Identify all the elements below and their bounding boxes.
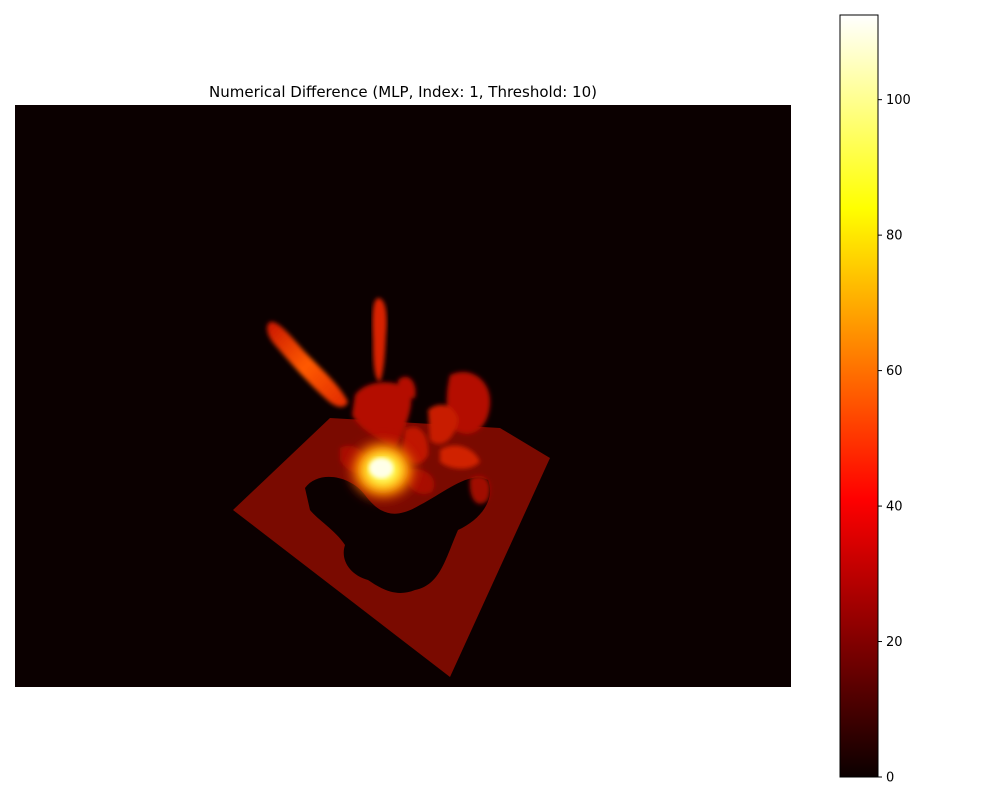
colorbar-gradient bbox=[839, 14, 879, 778]
colorbar-tick-label: 0 bbox=[886, 771, 894, 786]
colorbar: 0 20 40 60 80 100 bbox=[839, 14, 911, 786]
colorbar-tick-label: 20 bbox=[886, 635, 903, 650]
colorbar-tick-label: 80 bbox=[886, 229, 903, 244]
chart-title: Numerical Difference (MLP, Index: 1, Thr… bbox=[209, 83, 597, 101]
heatmap-image bbox=[15, 105, 791, 687]
colorbar-tick-label: 60 bbox=[886, 364, 903, 379]
heatmap-dark-hole bbox=[305, 476, 491, 593]
colorbar-tick-label: 100 bbox=[886, 93, 911, 108]
heatmap-plume-vertical bbox=[372, 298, 387, 382]
heatmap-peak bbox=[369, 458, 393, 478]
colorbar-tick-label: 40 bbox=[886, 500, 903, 515]
heatmap-plume-diagonal bbox=[267, 321, 348, 407]
colorbar-ticks: 0 20 40 60 80 100 bbox=[878, 93, 911, 786]
